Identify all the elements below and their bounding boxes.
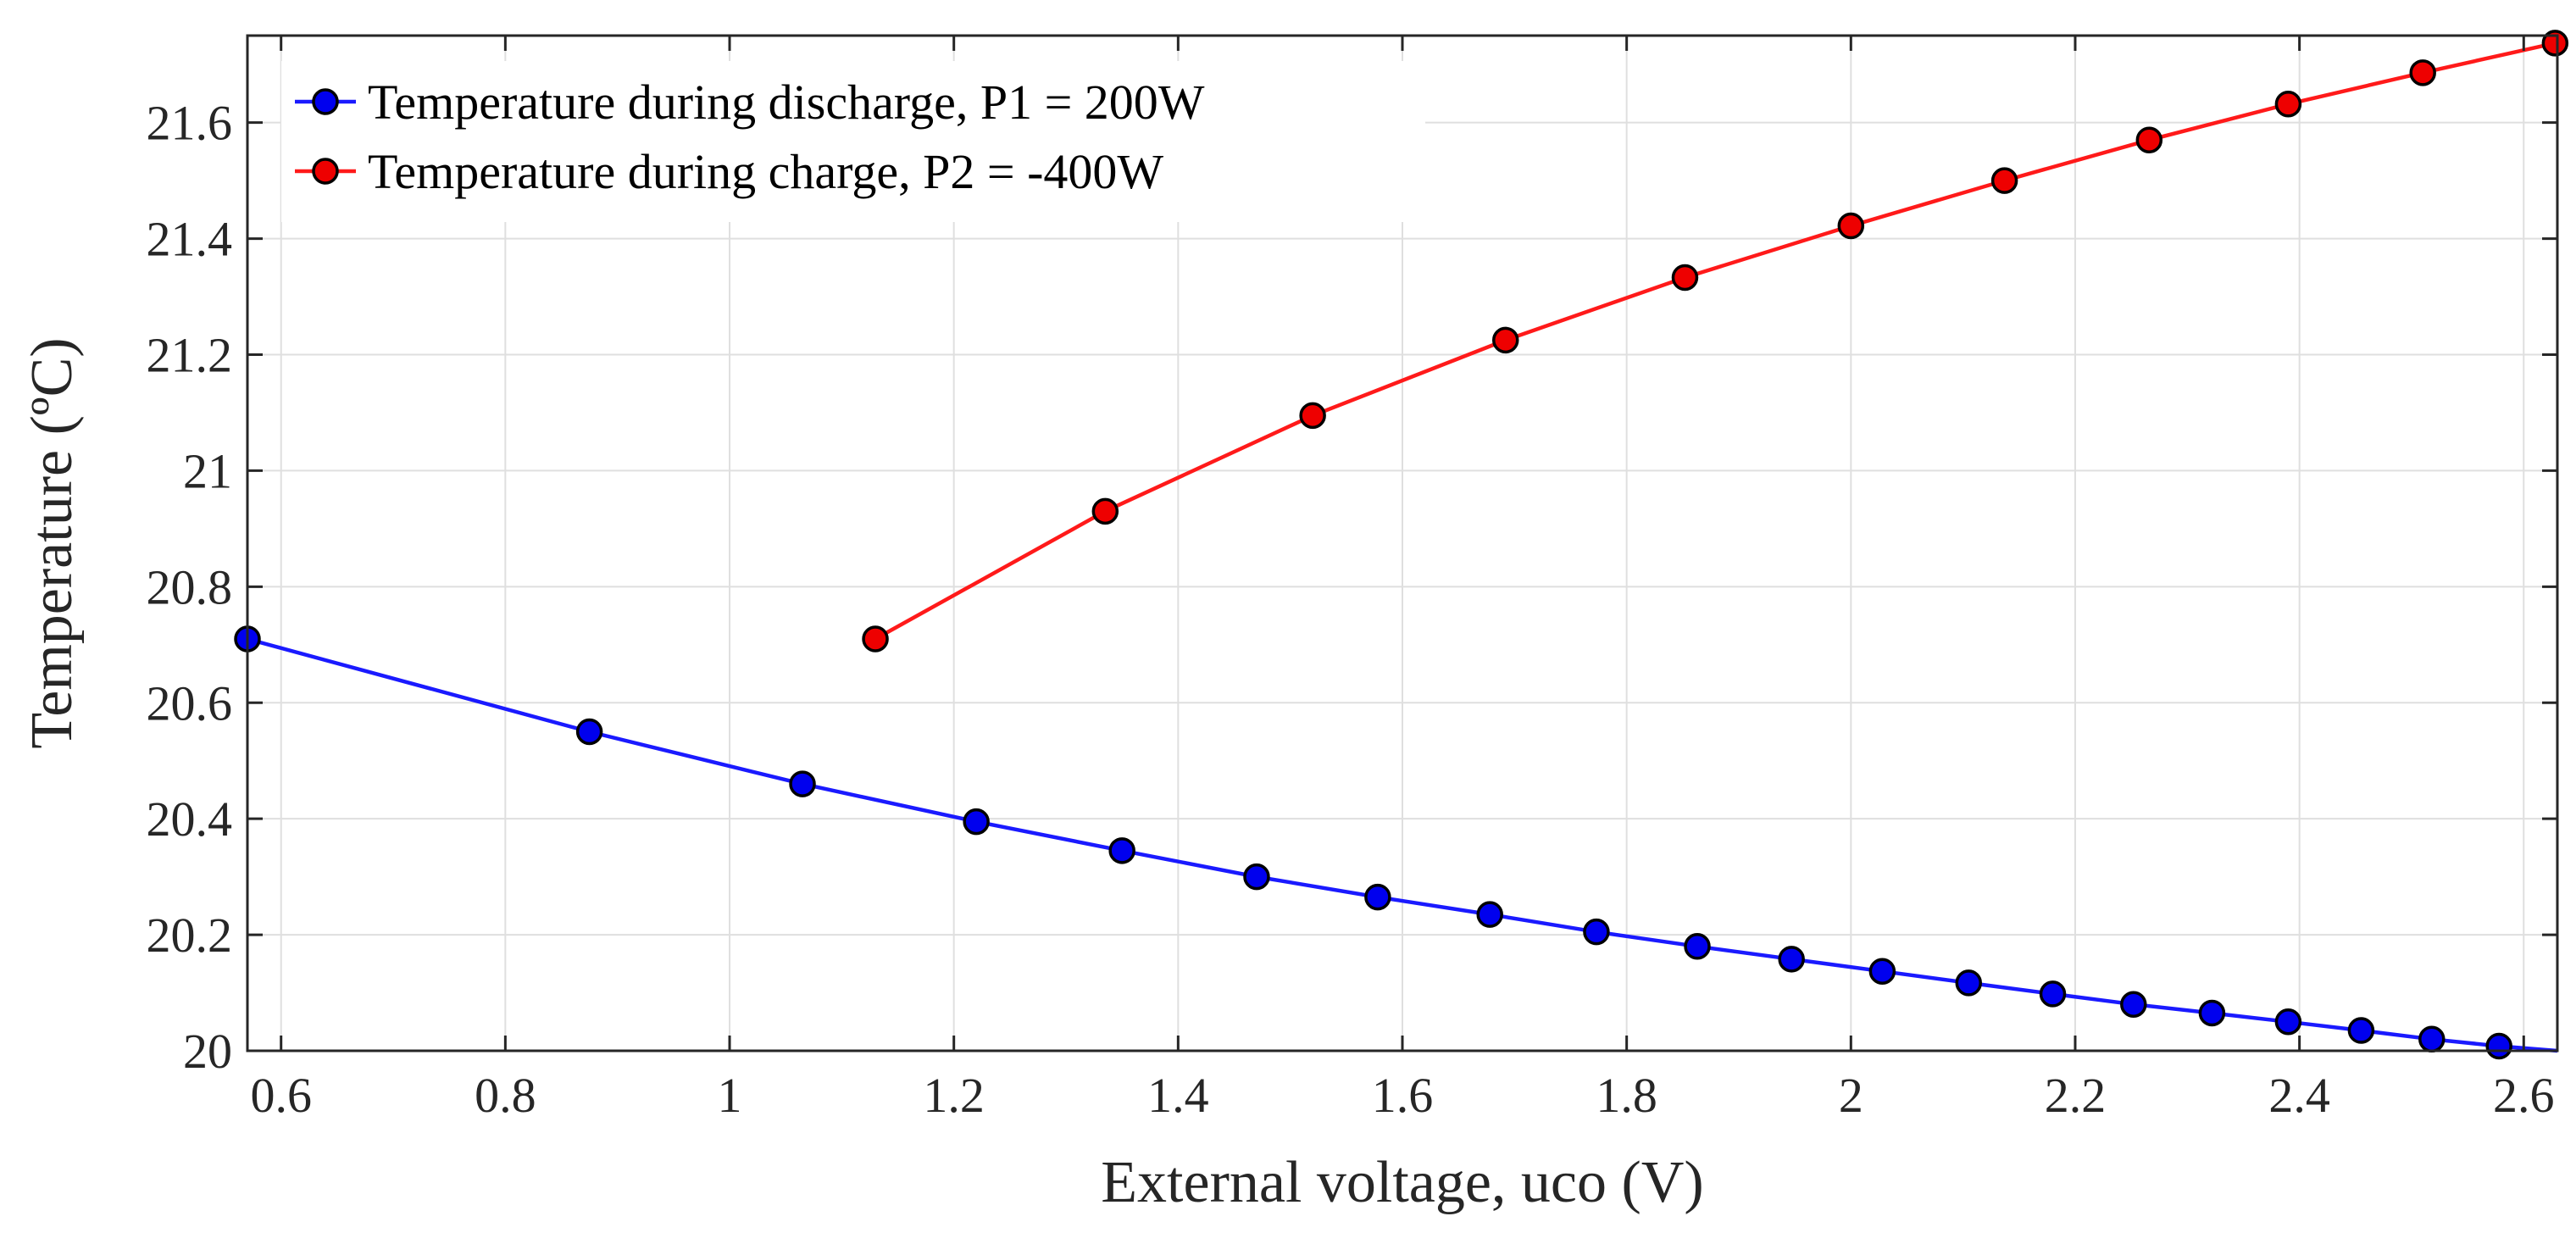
data-point: [2541, 30, 2569, 57]
legend-item-2: Temperature during charge, P2 = -400W: [295, 144, 1163, 199]
x-tick-label: 1.2: [923, 1068, 985, 1123]
data-point: [1868, 958, 1896, 985]
series-1: [234, 625, 2558, 1060]
data-point: [2039, 980, 2067, 1008]
data-point: [789, 770, 816, 797]
legend-box: [281, 61, 1425, 222]
data-point: [862, 625, 889, 653]
data-point: [575, 718, 603, 746]
data-point: [2274, 1008, 2302, 1036]
data-point: [1955, 969, 1983, 997]
data-point: [2198, 999, 2226, 1027]
data-point: [2409, 59, 2436, 86]
data-point: [2347, 1017, 2375, 1044]
legend-label: Temperature during discharge, P1 = 200W: [368, 75, 1205, 130]
y-tick-label: 21.4: [147, 212, 233, 267]
x-tick-label: 1: [718, 1068, 742, 1123]
x-axis-title: External voltage, uco (V): [1101, 1150, 1703, 1215]
data-point: [2120, 991, 2147, 1018]
legend-swatch-marker: [312, 88, 339, 115]
y-tick-label: 20.4: [147, 791, 233, 847]
x-tick-label: 1.8: [1596, 1068, 1657, 1123]
data-point: [2135, 126, 2163, 153]
x-tick-label: 2.6: [2493, 1068, 2555, 1123]
y-axis: 20 20.2 20.4 20.6 20.8 21 21.2 21.4 21.6: [147, 96, 2557, 1079]
series-2: [862, 30, 2569, 653]
data-point: [1108, 837, 1135, 864]
legend-item-1: Temperature during discharge, P1 = 200W: [295, 75, 1205, 130]
data-point: [1583, 918, 1610, 946]
data-point: [1990, 167, 2018, 194]
y-tick-label: 20: [183, 1024, 232, 1079]
series-layer: [234, 30, 2569, 1060]
legend-swatch-marker: [312, 158, 339, 185]
x-tick-label: 2.2: [2045, 1068, 2107, 1123]
y-tick-label: 20.6: [147, 675, 233, 730]
x-tick-label: 1.6: [1372, 1068, 1434, 1123]
data-point: [1243, 863, 1270, 891]
data-point: [2274, 91, 2302, 118]
data-point: [2485, 1032, 2512, 1060]
data-point: [1684, 933, 1711, 960]
x-tick-label: 1.4: [1147, 1068, 1209, 1123]
y-axis-title: Temperature (ºC): [19, 337, 85, 748]
y-tick-label: 21.2: [147, 328, 233, 383]
x-tick-label: 2.4: [2268, 1068, 2330, 1123]
data-point: [1091, 497, 1119, 525]
data-point: [1778, 946, 1805, 973]
legend-label: Temperature during charge, P2 = -400W: [368, 144, 1163, 199]
data-point: [963, 808, 990, 836]
x-tick-label: 0.6: [250, 1068, 312, 1123]
legend: Temperature during discharge, P1 = 200W T…: [281, 61, 1425, 222]
data-point: [1837, 212, 1865, 240]
data-point: [1364, 883, 1391, 911]
y-tick-label: 21: [183, 443, 232, 498]
x-tick-label: 2: [1839, 1068, 1863, 1123]
x-axis: 0.6 0.8 1 1.2 1.4 1.6 1.8 2 2.2 2.4 2.6: [250, 36, 2555, 1123]
data-point: [1491, 326, 1519, 354]
y-tick-label: 21.6: [147, 96, 233, 151]
y-tick-label: 20.8: [147, 559, 233, 614]
data-point: [1671, 264, 1699, 292]
data-point: [1476, 901, 1503, 928]
y-tick-label: 20.2: [147, 908, 233, 963]
data-point: [2418, 1025, 2446, 1053]
x-tick-label: 0.8: [475, 1068, 536, 1123]
data-point: [1299, 402, 1326, 430]
